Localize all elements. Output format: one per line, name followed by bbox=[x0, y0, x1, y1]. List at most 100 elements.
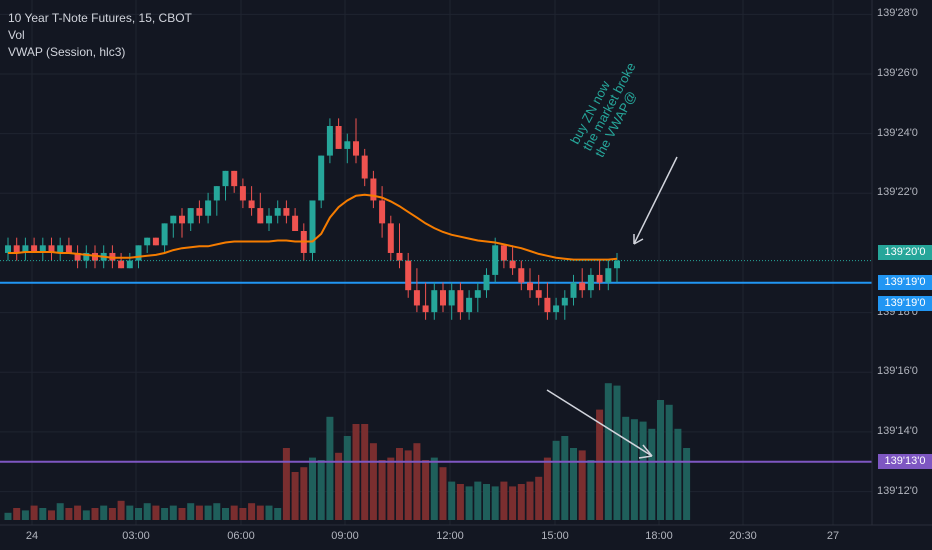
candle-body bbox=[448, 290, 455, 306]
candle-body bbox=[596, 274, 603, 283]
volume-bar bbox=[396, 448, 403, 520]
candle-body bbox=[361, 155, 368, 179]
volume-bar bbox=[169, 505, 177, 520]
drawing-arrows[interactable] bbox=[546, 156, 678, 459]
time-tick-label: 24 bbox=[25, 530, 39, 542]
volume-bar bbox=[13, 508, 21, 520]
volume-bar bbox=[65, 508, 73, 520]
volume-bar bbox=[674, 428, 682, 520]
candle-body bbox=[135, 245, 142, 261]
volume-bar bbox=[326, 416, 334, 520]
annotation-arrow bbox=[633, 156, 678, 245]
volume-bar bbox=[265, 505, 273, 520]
candle-body bbox=[144, 237, 151, 246]
candle-body bbox=[257, 208, 264, 224]
volume-bar bbox=[178, 508, 186, 520]
symbol-title[interactable]: 10 Year T-Note Futures, 15, CBOT bbox=[8, 11, 192, 25]
candle-body bbox=[553, 305, 560, 313]
volume-bar bbox=[335, 452, 343, 520]
grid bbox=[0, 0, 872, 525]
candle-body bbox=[509, 260, 516, 269]
volume-bar bbox=[230, 505, 238, 520]
chart-legend: 10 Year T-Note Futures, 15, CBOT Vol VWA… bbox=[8, 10, 192, 61]
volume-bar bbox=[126, 505, 134, 520]
horizontal-lines[interactable] bbox=[0, 281, 872, 463]
volume-bar bbox=[517, 484, 525, 520]
candle-body bbox=[474, 290, 481, 298]
candle-body bbox=[318, 155, 325, 201]
volume-bar bbox=[30, 505, 38, 520]
candle-body bbox=[440, 290, 446, 306]
volume-bar bbox=[56, 503, 64, 520]
volume-bar bbox=[248, 503, 256, 520]
price-tick-label: 139'26'0 bbox=[877, 66, 918, 79]
indicator-vwap-label[interactable]: VWAP (Session, hlc3) bbox=[8, 45, 126, 59]
candle-body bbox=[65, 245, 72, 253]
candle-body bbox=[309, 200, 316, 253]
candle-body bbox=[5, 245, 11, 253]
volume-bar bbox=[108, 508, 116, 520]
indicator-vol-label[interactable]: Vol bbox=[8, 28, 25, 42]
time-tick-label: 15:00 bbox=[541, 530, 569, 542]
volume-bar bbox=[561, 436, 569, 520]
time-tick-label: 18:00 bbox=[645, 530, 673, 542]
candle-body bbox=[413, 290, 420, 306]
candle-body bbox=[344, 141, 351, 149]
volume-bar bbox=[474, 481, 482, 520]
candle-body bbox=[614, 260, 620, 269]
candle-body bbox=[605, 268, 612, 283]
volume-bar bbox=[82, 510, 90, 520]
candle-body bbox=[74, 252, 81, 261]
volume-bar bbox=[404, 450, 412, 520]
volume-bar bbox=[413, 443, 421, 520]
candle-body bbox=[405, 260, 412, 291]
volume-bar bbox=[439, 467, 447, 520]
annotation-arrow-head bbox=[633, 234, 644, 245]
price-tick-label: 139'14'0 bbox=[877, 424, 918, 437]
candle-body bbox=[83, 252, 90, 261]
volume-bar bbox=[317, 460, 325, 520]
trend-arrow bbox=[546, 389, 653, 457]
volume-bar bbox=[239, 508, 247, 520]
volume-bar bbox=[657, 400, 664, 520]
volume-bar bbox=[500, 481, 508, 520]
candle-body bbox=[561, 297, 568, 306]
volume-bar bbox=[604, 383, 612, 520]
volume-bar bbox=[639, 421, 647, 520]
volume-bar bbox=[291, 472, 299, 520]
volume-bar bbox=[117, 500, 125, 520]
candle-body bbox=[126, 260, 133, 269]
candle-body bbox=[170, 215, 177, 224]
price-tick-label: 139'16'0 bbox=[877, 365, 918, 378]
candle-body bbox=[335, 126, 342, 149]
time-tick-label: 03:00 bbox=[122, 530, 150, 542]
price-tick-label: 139'12'0 bbox=[877, 484, 918, 497]
volume-bar bbox=[361, 424, 369, 520]
candle-body bbox=[422, 305, 429, 313]
volume-bar bbox=[613, 385, 621, 520]
candle-body bbox=[579, 282, 586, 291]
candle-body bbox=[587, 274, 594, 291]
candle-body bbox=[387, 223, 394, 253]
volume-bar bbox=[222, 508, 229, 520]
volume-bar bbox=[483, 484, 490, 520]
volume-bar bbox=[578, 450, 586, 520]
candle-body bbox=[222, 170, 229, 187]
volume-bar bbox=[143, 503, 151, 520]
candle-body bbox=[213, 186, 220, 201]
volume-bar bbox=[630, 419, 638, 520]
candle-body bbox=[396, 252, 403, 261]
candle-body bbox=[248, 200, 255, 209]
candle-body bbox=[274, 208, 281, 216]
volume-bar bbox=[456, 484, 464, 520]
volume-bar bbox=[195, 505, 203, 520]
volume-bar bbox=[91, 508, 99, 520]
candle-body bbox=[187, 208, 194, 224]
candle-body bbox=[544, 297, 551, 313]
volume-bar bbox=[74, 505, 82, 520]
volume-bar bbox=[526, 481, 534, 520]
candle-body bbox=[292, 215, 299, 231]
volume-bar bbox=[622, 416, 630, 520]
candlesticks bbox=[5, 118, 620, 320]
